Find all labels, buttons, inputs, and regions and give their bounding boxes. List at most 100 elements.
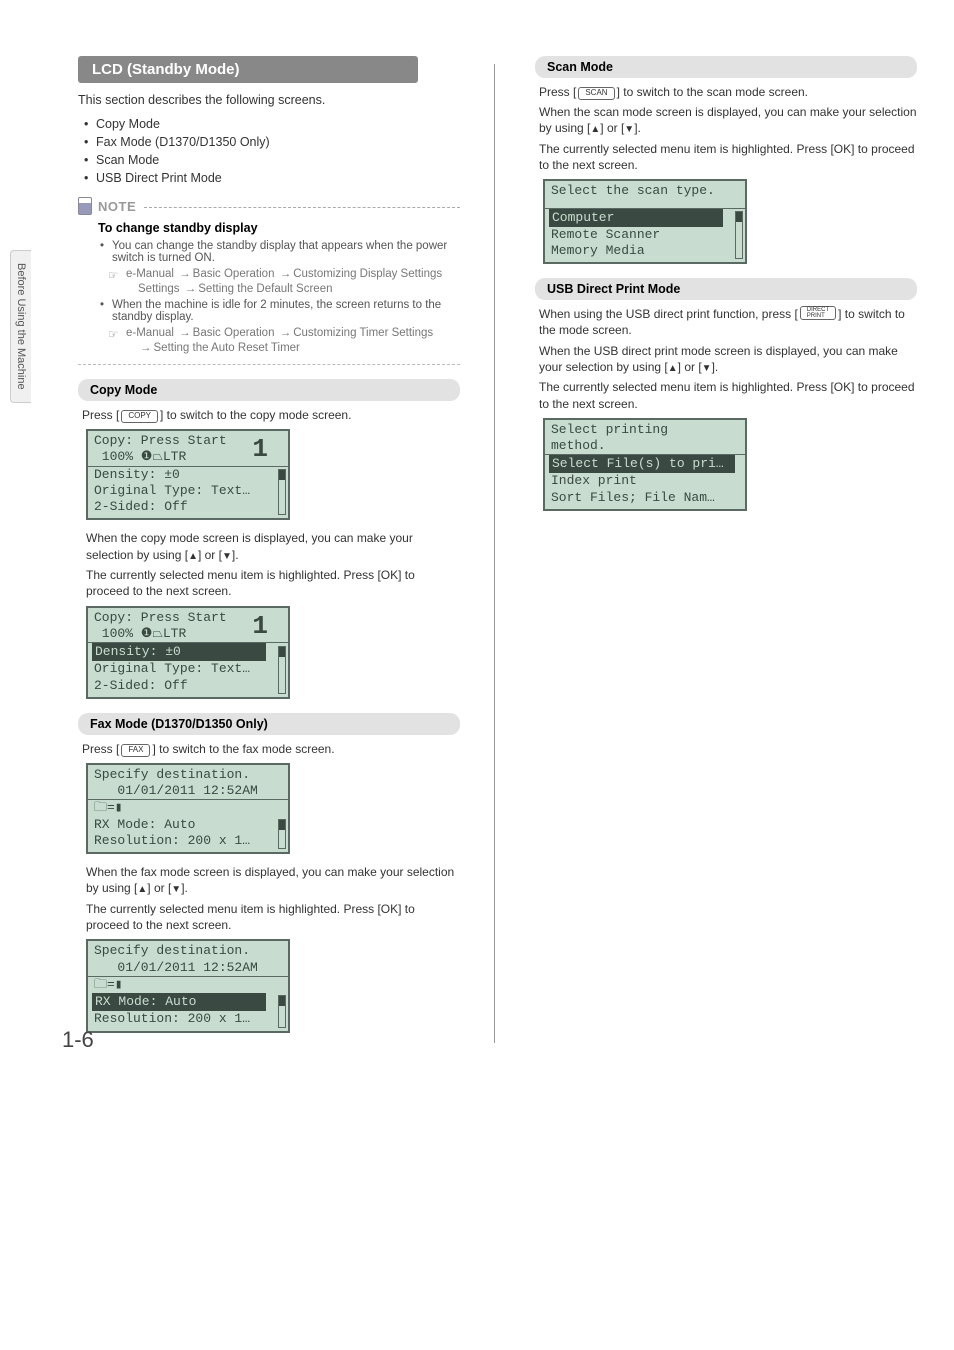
lcd-line: Specify destination. xyxy=(92,767,284,783)
manual-ref: e-Manual Basic Operation Customizing Tim… xyxy=(98,327,460,339)
dash-rule xyxy=(144,207,460,208)
usb-lcd: Select printing method. Select File(s) t… xyxy=(543,418,747,511)
page: LCD (Standby Mode) This section describe… xyxy=(0,0,954,1083)
direct-print-key: DIRECTPRINT xyxy=(800,306,836,320)
text: ]. xyxy=(232,548,239,562)
lcd-line: 01/01/2011 12:52AM xyxy=(92,960,284,976)
lcd-line: Specify destination. xyxy=(92,943,284,959)
text: ]. xyxy=(634,121,641,135)
scan-desc1: The currently selected menu item is high… xyxy=(535,141,917,173)
lcd-line: Resolution: 200 x 1… xyxy=(92,1011,284,1027)
lcd-line: Select the scan type. xyxy=(549,183,741,199)
lcd-line: 🗀=▮ xyxy=(92,800,284,816)
up-arrow-icon xyxy=(590,121,600,135)
note-bullet: When the machine is idle for 2 minutes, … xyxy=(98,298,460,324)
fax-desc: When the fax mode screen is displayed, y… xyxy=(78,864,460,897)
text: ] or [ xyxy=(600,121,624,135)
lcd-line: Select printing xyxy=(549,422,741,438)
text: ] to switch to the fax mode screen. xyxy=(152,742,334,756)
fax-press-text: Press [FAX] to switch to the fax mode sc… xyxy=(78,741,460,757)
fax-key: FAX xyxy=(121,744,150,757)
note-body: To change standby display You can change… xyxy=(78,221,460,354)
lcd-line-selected: RX Mode: Auto xyxy=(92,993,266,1011)
copy-count: 1 xyxy=(252,433,268,466)
down-arrow-icon xyxy=(624,121,634,135)
usb-desc0: When the USB direct print mode screen is… xyxy=(535,343,917,376)
ref-text: Setting the Auto Reset Timer xyxy=(154,342,300,354)
ref-text: Customizing Timer Settings xyxy=(293,327,433,339)
up-arrow-icon xyxy=(668,360,678,374)
text: ] or [ xyxy=(198,548,222,562)
lcd-line: Remote Scanner xyxy=(549,227,741,243)
note-icon xyxy=(78,197,92,215)
text: Press [ xyxy=(82,408,119,422)
page-number: 1-6 xyxy=(62,1027,94,1053)
copy-count: 1 xyxy=(252,610,268,643)
list-item: Fax Mode (D1370/D1350 Only) xyxy=(78,133,460,151)
lcd-scrollbar xyxy=(278,819,286,849)
intro-text: This section describes the following scr… xyxy=(78,93,460,107)
usb-press-text: When using the USB direct print function… xyxy=(535,306,917,338)
copy-desc2: The currently selected menu item is high… xyxy=(78,567,460,599)
note-header: NOTE xyxy=(78,197,460,215)
lcd-line: RX Mode: Auto xyxy=(92,817,284,833)
list-item: Scan Mode xyxy=(78,151,460,169)
lcd-line: Density: ±0 xyxy=(92,467,284,483)
scan-key: SCAN xyxy=(578,87,614,100)
fax-lcd-2: Specify destination. 01/01/2011 12:52AM … xyxy=(86,939,290,1032)
text: When using the USB direct print function… xyxy=(539,307,798,321)
lcd-line: 01/01/2011 12:52AM xyxy=(92,783,284,799)
text: When the copy mode screen is displayed, … xyxy=(86,531,413,561)
fax-desc2: The currently selected menu item is high… xyxy=(78,901,460,933)
lcd-line: 2-Sided: Off xyxy=(92,499,284,515)
mode-list: Copy Mode Fax Mode (D1370/D1350 Only) Sc… xyxy=(78,115,460,187)
note-bullet: You can change the standby display that … xyxy=(98,239,460,265)
lcd-line: method. xyxy=(549,438,741,454)
text: ]. xyxy=(712,360,719,374)
left-column: LCD (Standby Mode) This section describe… xyxy=(78,56,460,1043)
lcd-scrollbar xyxy=(278,646,286,694)
ref-text: Setting the Default Screen xyxy=(198,283,332,295)
text: ] or [ xyxy=(678,360,702,374)
ref-text: e-Manual xyxy=(126,327,174,339)
up-arrow-icon xyxy=(188,548,198,562)
lcd-line: Original Type: Text… xyxy=(92,661,284,677)
lcd-line: 🗀=▮ xyxy=(92,977,284,993)
lcd-line: Memory Media xyxy=(549,243,741,259)
usb-mode-header: USB Direct Print Mode xyxy=(535,278,917,300)
sidebar-tab: Before Using the Machine xyxy=(10,250,31,403)
up-arrow-icon xyxy=(137,881,147,895)
lcd-scrollbar xyxy=(278,469,286,515)
down-arrow-icon xyxy=(222,548,232,562)
scan-lcd: Select the scan type. Computer Remote Sc… xyxy=(543,179,747,264)
lcd-line: Resolution: 200 x 1… xyxy=(92,833,284,849)
copy-press-text: Press [COPY] to switch to the copy mode … xyxy=(78,407,460,423)
note-heading: To change standby display xyxy=(98,221,460,235)
lcd-line-selected: Select File(s) to pri… xyxy=(549,455,735,473)
note-label: NOTE xyxy=(98,199,136,214)
column-divider xyxy=(494,64,495,1043)
fax-mode-header: Fax Mode (D1370/D1350 Only) xyxy=(78,713,460,735)
usb-desc1: The currently selected menu item is high… xyxy=(535,379,917,411)
ref-text: Customizing Display Settings xyxy=(293,268,442,280)
ref-text: Basic Operation xyxy=(193,268,275,280)
manual-ref-cont: Settings Setting the Default Screen xyxy=(98,283,460,295)
list-item: USB Direct Print Mode xyxy=(78,169,460,187)
dash-rule xyxy=(78,364,460,365)
ref-text: Basic Operation xyxy=(193,327,275,339)
scan-desc0: When the scan mode screen is displayed, … xyxy=(535,104,917,137)
lcd-scrollbar xyxy=(735,211,743,259)
lcd-line: 2-Sided: Off xyxy=(92,678,284,694)
section-title: LCD (Standby Mode) xyxy=(78,56,418,83)
lcd-scrollbar xyxy=(278,995,286,1027)
lcd-line: Index print xyxy=(549,473,741,489)
text: ]. xyxy=(181,881,188,895)
copy-key: COPY xyxy=(121,410,158,423)
scan-mode-header: Scan Mode xyxy=(535,56,917,78)
scan-press-text: Press [SCAN] to switch to the scan mode … xyxy=(535,84,917,100)
fax-lcd-1: Specify destination. 01/01/2011 12:52AM … xyxy=(86,763,290,854)
text: ] to switch to the scan mode screen. xyxy=(617,85,808,99)
copy-desc: When the copy mode screen is displayed, … xyxy=(78,530,460,563)
text: ] to switch to the copy mode screen. xyxy=(160,408,351,422)
manual-ref: e-Manual Basic Operation Customizing Dis… xyxy=(98,268,460,280)
